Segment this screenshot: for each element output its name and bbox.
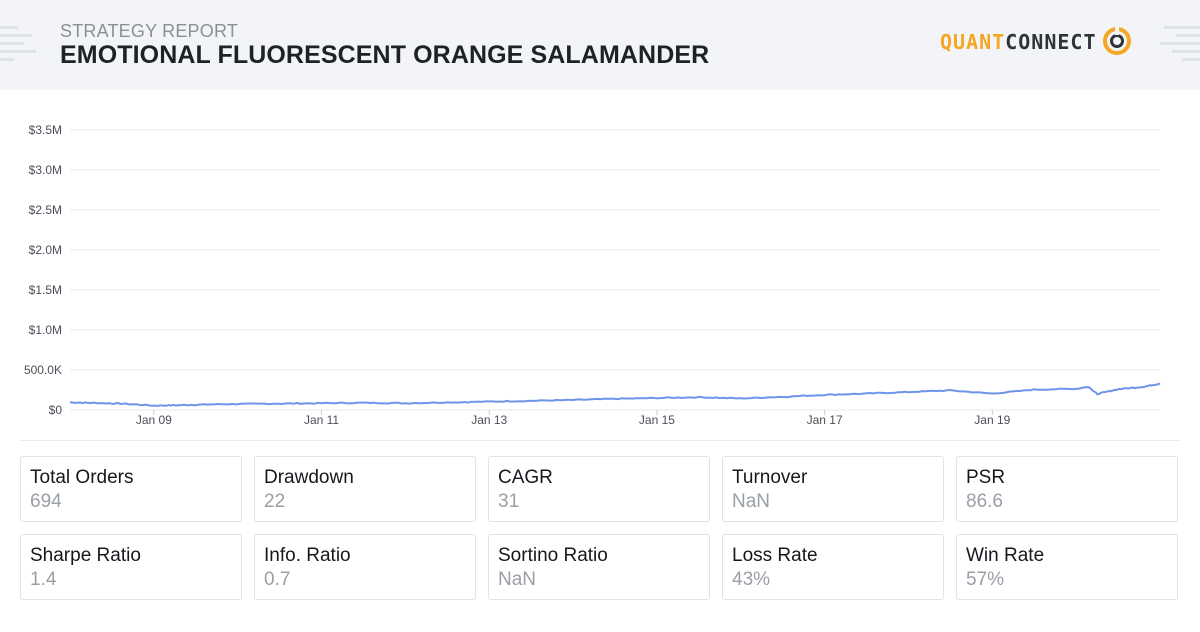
report-header: STRATEGY REPORT EMOTIONAL FLUORESCENT OR… (0, 0, 1200, 90)
report-subtitle: STRATEGY REPORT (60, 21, 239, 41)
y-tick-label: $2.0M (29, 243, 62, 257)
stat-label: Turnover (732, 467, 808, 488)
stat-label: Info. Ratio (264, 545, 351, 566)
stat-card: Loss Rate 43% (722, 534, 944, 600)
stat-card: Sharpe Ratio 1.4 (20, 534, 242, 600)
x-tick-label: Jan 19 (974, 413, 1010, 427)
stat-card: CAGR 31 (488, 456, 710, 522)
stat-label: Sharpe Ratio (30, 545, 141, 566)
stat-card: Turnover NaN (722, 456, 944, 522)
stat-value: 694 (30, 491, 62, 512)
x-tick-label: Jan 09 (136, 413, 172, 427)
stat-card: Total Orders 694 (20, 456, 242, 522)
stat-card: Info. Ratio 0.7 (254, 534, 476, 600)
stat-card: Drawdown 22 (254, 456, 476, 522)
stat-card: Sortino Ratio NaN (488, 534, 710, 600)
y-tick-label: 500.0K (24, 363, 62, 377)
stat-value: 31 (498, 491, 520, 512)
stat-value: 86.6 (966, 491, 1003, 512)
y-tick-label: $3.0M (29, 163, 62, 177)
stat-value: 43% (732, 569, 771, 590)
x-tick-label: Jan 15 (639, 413, 675, 427)
stat-label: Win Rate (966, 545, 1045, 566)
strategy-title: EMOTIONAL FLUORESCENT ORANGE SALAMANDER (60, 41, 710, 69)
decorative-lines-right (1160, 26, 1200, 61)
equity-chart-svg: $0 500.0K $1.0M $1.5M $2.0M $2.5M $3.0M $3.5M Ja… (24, 123, 1161, 427)
x-tick-label: Jan 11 (304, 413, 339, 427)
x-tick-label: Jan 13 (471, 413, 507, 427)
stat-card: Win Rate 57% (956, 534, 1178, 600)
stat-label: PSR (966, 467, 1006, 488)
equity-chart: $0 500.0K $1.0M $1.5M $2.0M $2.5M $3.0M $3.5M Ja… (0, 110, 1200, 430)
quantconnect-logo: QUANT CONNECT (940, 26, 1133, 58)
x-tick-label: Jan 17 (807, 413, 843, 427)
stat-value: NaN (732, 491, 771, 512)
stat-value: 57% (966, 569, 1005, 590)
logo-text-connect: CONNECT (1005, 30, 1097, 54)
stat-label: Sortino Ratio (498, 545, 608, 566)
stat-value: 0.7 (264, 569, 291, 590)
stat-label: CAGR (498, 467, 553, 488)
y-tick-label: $1.5M (29, 283, 62, 297)
stat-label: Drawdown (264, 467, 354, 488)
y-tick-label: $3.5M (29, 123, 62, 137)
y-tick-label: $1.0M (29, 323, 62, 337)
stat-label: Total Orders (30, 467, 134, 488)
y-tick-label: $2.5M (29, 203, 62, 217)
logo-ring-icon (1102, 27, 1131, 55)
stat-value: 1.4 (30, 569, 57, 590)
decorative-lines-left (0, 26, 36, 61)
stat-value: NaN (498, 569, 537, 590)
logo-text-quant: QUANT (940, 30, 1006, 54)
equity-line-series (70, 382, 1161, 407)
stat-label: Loss Rate (732, 545, 818, 566)
chart-divider (20, 440, 1180, 441)
stat-card: PSR 86.6 (956, 456, 1178, 522)
stat-value: 22 (264, 491, 286, 512)
y-tick-label: $0 (49, 403, 63, 417)
